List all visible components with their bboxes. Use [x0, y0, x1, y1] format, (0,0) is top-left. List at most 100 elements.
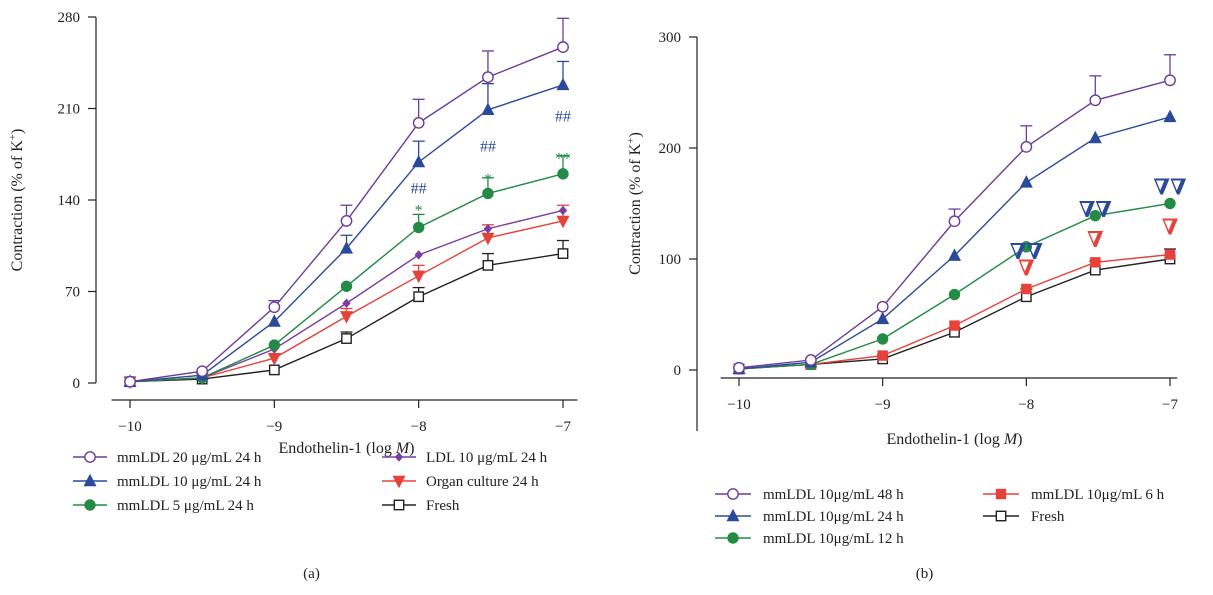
significance-marker: ∇∇: [1010, 239, 1044, 264]
series-5: [123, 204, 570, 389]
significance-annotation: ##: [480, 139, 496, 156]
x-tick-label: −8: [1018, 397, 1034, 413]
legend-item: mmLDL 10 μg/mL 24 h: [73, 473, 262, 490]
y-tick-label: 300: [659, 30, 682, 46]
data-point: [481, 232, 495, 246]
legend-label: mmLDL 10μg/mL 6 h: [1031, 487, 1165, 503]
legend-label: mmLDL 10 μg/mL 24 h: [117, 474, 262, 490]
y-tick-label: 70: [65, 285, 80, 301]
data-point: [268, 364, 280, 376]
legend-marker: [995, 488, 1007, 500]
legend-marker: [393, 499, 405, 511]
series-line: [738, 258, 1171, 370]
data-point: [339, 311, 354, 324]
x-tick-label: −7: [555, 419, 571, 435]
data-point: [340, 280, 353, 292]
data-point: [1088, 130, 1102, 144]
x-tick-label: −9: [875, 397, 891, 413]
x-axis-title: Endothelin-1 (log M): [279, 440, 415, 457]
data-point: [341, 333, 352, 344]
legend-item: mmLDL 20 μg/mL 24 h: [73, 450, 262, 466]
legend-marker: [394, 452, 404, 462]
data-point: [412, 270, 426, 284]
chart-panel-a: −10 −9 −8 −7 Endothelin-1 (log M) 0 70 140 210 28…: [7, 10, 578, 582]
significance-annotation: **: [555, 150, 571, 167]
data-point: [558, 205, 568, 216]
series-1: [124, 17, 569, 388]
data-point: [1164, 197, 1176, 210]
data-point: [412, 154, 426, 168]
legend-item: mmLDL 10μg/mL 6 h: [983, 487, 1165, 503]
legend-item: LDL 10 μg/mL 24 h: [382, 450, 548, 466]
x-axis: −10 −9 −8 −7 Endothelin-1 (log M): [111, 399, 578, 457]
legend-marker: [84, 451, 96, 463]
x-tick-label: −9: [266, 419, 282, 435]
legend-item: mmLDL 10μg/mL 48 h: [715, 487, 904, 503]
data-point: [1164, 249, 1176, 260]
data-point: [556, 215, 570, 229]
data-point: [482, 187, 494, 200]
data-point: [1089, 210, 1101, 222]
legend-label: mmLDL 10μg/mL 24 h: [763, 509, 904, 525]
series-line: [738, 253, 1171, 370]
legend-label: mmLDL 20 μg/mL 24 h: [117, 450, 262, 466]
data-point: [124, 375, 136, 388]
chart-panel-b: −10 −9 −8 −7 Endothelin-1 (log M) 0 100 200 300 C…: [625, 30, 1187, 582]
legend-label: LDL 10 μg/mL 24 h: [426, 450, 548, 466]
y-tick-label: 140: [58, 193, 81, 209]
legend: mmLDL 20 μg/mL 24 h LDL 10 μg/mL 24 h mmLD…: [73, 450, 548, 514]
legend-item: Fresh: [382, 498, 460, 514]
data-point: [948, 288, 961, 301]
data-point: [804, 354, 817, 366]
x-tick-label: −10: [118, 419, 141, 435]
data-point: [876, 333, 889, 345]
significance-marker: ∇: [1162, 215, 1179, 240]
significance-marker: ∇: [1018, 256, 1035, 281]
series-4: [125, 205, 568, 387]
significance-marker: ∇∇: [1079, 197, 1113, 222]
y-axis: 0 100 200 300 Contraction (% of K+): [625, 30, 698, 432]
data-point: [414, 250, 423, 260]
series-1: [733, 54, 1176, 374]
legend-marker: [727, 532, 739, 544]
significance-annotation: ##: [411, 180, 427, 197]
significance-marker: ∇∇: [1153, 175, 1187, 200]
y-tick-label: 280: [58, 10, 81, 26]
legend-item: Fresh: [983, 509, 1065, 525]
legend-marker: [84, 499, 96, 511]
data-point: [412, 116, 425, 129]
legend-marker: [726, 508, 740, 522]
legend-marker: [727, 488, 739, 500]
data-point: [340, 215, 353, 227]
data-point: [342, 298, 351, 309]
legend-item: Organ culture 24 h: [382, 474, 539, 490]
data-point: [1089, 94, 1102, 107]
y-tick-label: 0: [674, 363, 682, 379]
legend-marker: [995, 510, 1007, 522]
y-tick-label: 0: [73, 376, 81, 392]
x-tick-label: −8: [411, 419, 427, 435]
data-point: [556, 77, 570, 91]
data-point: [1020, 140, 1033, 153]
data-point: [1163, 109, 1177, 123]
panel-label: (a): [303, 566, 320, 582]
x-axis-title: Endothelin-1 (log M): [887, 431, 1023, 448]
series-3: [733, 197, 1176, 375]
data-point: [948, 215, 961, 228]
y-tick-label: 210: [58, 102, 81, 118]
y-axis: 0 70 140 210 280 Contraction (% of K+): [7, 10, 97, 392]
legend-label: mmLDL 10μg/mL 48 h: [763, 487, 904, 503]
series-line: [738, 202, 1171, 370]
data-point: [877, 350, 888, 361]
legend-item: mmLDL 5 μg/mL 24 h: [73, 498, 254, 514]
data-point: [1020, 241, 1033, 253]
legend-label: mmLDL 5 μg/mL 24 h: [117, 498, 254, 514]
legend-label: Fresh: [426, 498, 460, 514]
significance-annotation: *: [415, 203, 423, 220]
legend-item: mmLDL 10μg/mL 12 h: [715, 531, 904, 547]
data-point: [1019, 175, 1033, 188]
data-point: [339, 241, 354, 254]
data-point: [268, 301, 281, 314]
